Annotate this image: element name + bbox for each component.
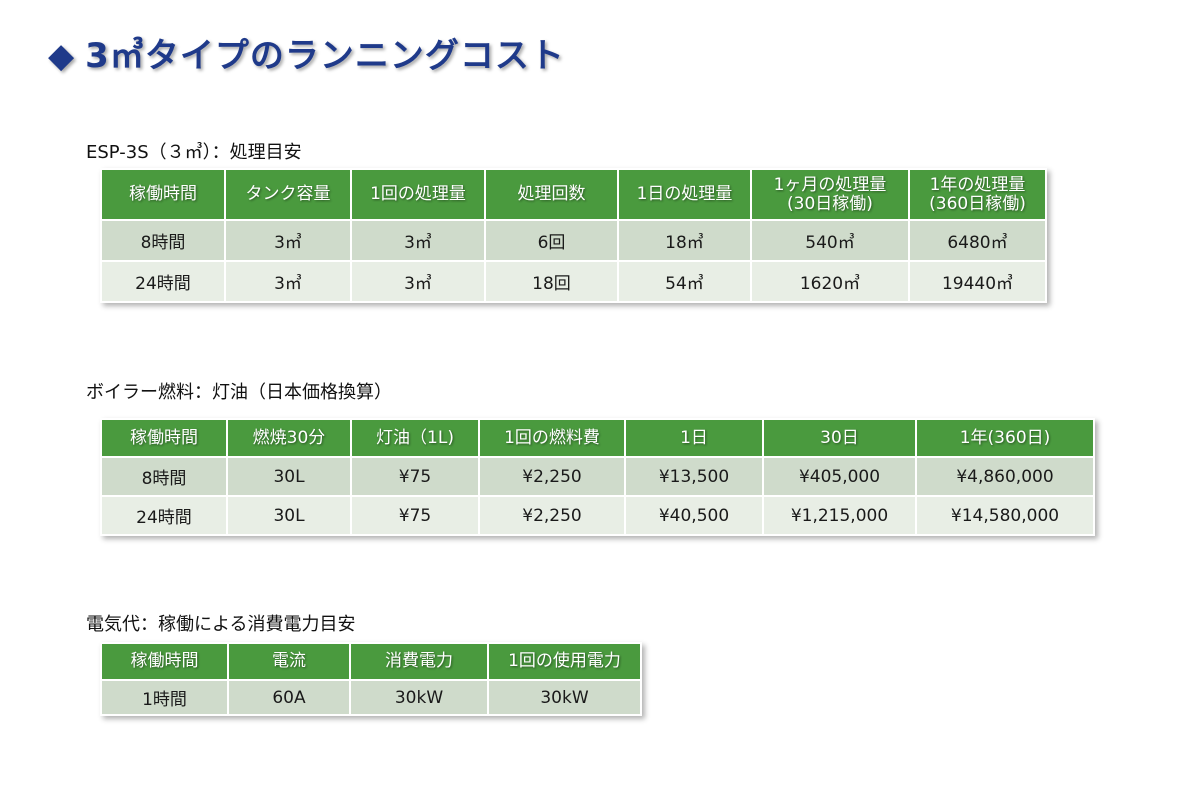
section2-caption: ボイラー燃料：灯油（日本価格換算） xyxy=(86,382,392,403)
table-cell: 3㎥ xyxy=(350,219,486,262)
table-cell: ¥4,860,000 xyxy=(915,456,1095,497)
table-header-row: 稼働時間 タンク容量 1回の処理量 処理回数 1日の処理量 1ヶ月の処理量 (3… xyxy=(100,168,1047,221)
table-header-row: 稼働時間 燃焼30分 灯油（1L) 1回の燃料費 1日 30日 1年(360日) xyxy=(100,418,1095,458)
table-cell: ¥1,215,000 xyxy=(762,495,917,536)
header-cell: 灯油（1L) xyxy=(350,418,480,458)
table-cell: 30kW xyxy=(487,679,642,716)
header-cell: 1回の使用電力 xyxy=(487,642,642,681)
table-cell: 60A xyxy=(227,679,351,716)
header-cell: 消費電力 xyxy=(349,642,489,681)
table-cell: 30L xyxy=(226,495,352,536)
table-cell: 30L xyxy=(226,456,352,497)
processing-table: 稼働時間 タンク容量 1回の処理量 処理回数 1日の処理量 1ヶ月の処理量 (3… xyxy=(100,168,1047,303)
header-cell: 1日の処理量 xyxy=(617,168,752,221)
header-cell: 30日 xyxy=(762,418,917,458)
table-cell: 3㎥ xyxy=(350,260,486,303)
header-cell: 1日 xyxy=(624,418,764,458)
table-cell: 24時間 xyxy=(100,260,226,303)
table-cell: 1時間 xyxy=(100,679,229,716)
header-cell: 1年の処理量 (360日稼働) xyxy=(908,168,1047,221)
table-cell: 6回 xyxy=(484,219,619,262)
header-cell: 1ヶ月の処理量 (30日稼働) xyxy=(750,168,910,221)
table-cell: 8時間 xyxy=(100,456,228,497)
table-row: 1時間 60A 30kW 30kW xyxy=(100,679,642,716)
table-row: 8時間 30L ¥75 ¥2,250 ¥13,500 ¥405,000 ¥4,8… xyxy=(100,456,1095,497)
header-cell: 1年(360日) xyxy=(915,418,1095,458)
header-cell: 1回の処理量 xyxy=(350,168,486,221)
page-title-text: 3㎥タイプのランニングコスト xyxy=(85,36,565,76)
table-row: 8時間 3㎥ 3㎥ 6回 18㎥ 540㎥ 6480㎥ xyxy=(100,219,1047,262)
table-row: 24時間 3㎥ 3㎥ 18回 54㎥ 1620㎥ 19440㎥ xyxy=(100,260,1047,303)
table-row: 24時間 30L ¥75 ¥2,250 ¥40,500 ¥1,215,000 ¥… xyxy=(100,495,1095,536)
table-cell: 18回 xyxy=(484,260,619,303)
diamond-icon: ◆ xyxy=(48,36,76,76)
header-cell: 処理回数 xyxy=(484,168,619,221)
table-cell: 3㎥ xyxy=(224,260,352,303)
table-cell: ¥13,500 xyxy=(624,456,764,497)
power-table: 稼働時間 電流 消費電力 1回の使用電力 1時間 60A 30kW 30kW xyxy=(100,642,642,716)
table-cell: 54㎥ xyxy=(617,260,752,303)
page-title: ◆ 3㎥タイプのランニングコスト xyxy=(48,28,565,77)
fuel-cost-table: 稼働時間 燃焼30分 灯油（1L) 1回の燃料費 1日 30日 1年(360日)… xyxy=(100,418,1095,536)
table-cell: 19440㎥ xyxy=(908,260,1047,303)
header-cell: 電流 xyxy=(227,642,351,681)
table-cell: ¥14,580,000 xyxy=(915,495,1095,536)
header-cell: 稼働時間 xyxy=(100,418,228,458)
header-cell: 稼働時間 xyxy=(100,168,226,221)
table-cell: 3㎥ xyxy=(224,219,352,262)
table-cell: ¥2,250 xyxy=(478,495,626,536)
table-cell: 24時間 xyxy=(100,495,228,536)
table-cell: 8時間 xyxy=(100,219,226,262)
table-cell: 540㎥ xyxy=(750,219,910,262)
section3-caption: 電気代：稼働による消費電力目安 xyxy=(86,614,356,635)
table-cell: 6480㎥ xyxy=(908,219,1047,262)
header-cell: 稼働時間 xyxy=(100,642,229,681)
table-cell: ¥75 xyxy=(350,456,480,497)
table-cell: 30kW xyxy=(349,679,489,716)
table-cell: ¥2,250 xyxy=(478,456,626,497)
section1-caption: ESP-3S（３㎥）：処理目安 xyxy=(86,142,302,163)
table-cell: ¥40,500 xyxy=(624,495,764,536)
header-cell: タンク容量 xyxy=(224,168,352,221)
table-header-row: 稼働時間 電流 消費電力 1回の使用電力 xyxy=(100,642,642,681)
table-cell: ¥75 xyxy=(350,495,480,536)
table-cell: 1620㎥ xyxy=(750,260,910,303)
header-cell: 燃焼30分 xyxy=(226,418,352,458)
header-cell: 1回の燃料費 xyxy=(478,418,626,458)
table-cell: ¥405,000 xyxy=(762,456,917,497)
table-cell: 18㎥ xyxy=(617,219,752,262)
